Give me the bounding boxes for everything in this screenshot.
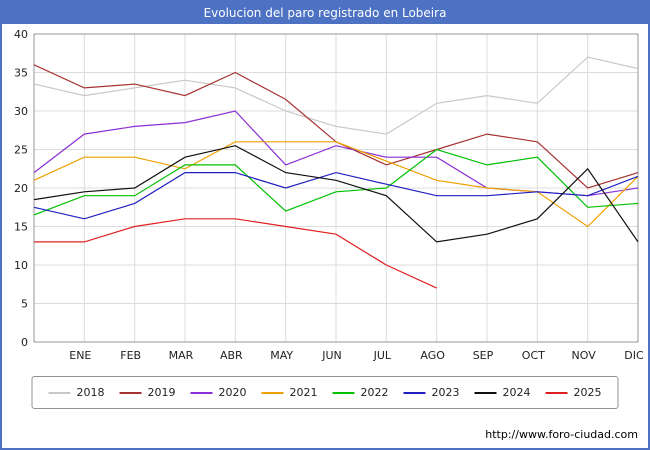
legend-swatch-2024 [474, 391, 497, 394]
x-tick-label: MAY [270, 349, 293, 362]
y-tick-label: 35 [14, 67, 28, 80]
legend-swatch-2021 [261, 391, 284, 394]
legend-label-2019: 2019 [147, 386, 176, 399]
legend-item-2020: 2020 [190, 386, 247, 399]
x-tick-label: JUN [321, 349, 342, 362]
y-tick-label: 10 [14, 259, 28, 272]
x-tick-label: AGO [420, 349, 445, 362]
legend-swatch-2023 [403, 391, 426, 394]
legend-item-2019: 2019 [119, 386, 176, 399]
legend-label-2024: 2024 [502, 386, 531, 399]
legend-label-2023: 2023 [431, 386, 460, 399]
x-tick-label: MAR [169, 349, 194, 362]
footer-url: http://www.foro-ciudad.com [485, 428, 638, 441]
legend-swatch-2018 [48, 391, 71, 394]
y-tick-label: 20 [14, 182, 28, 195]
legend-label-2021: 2021 [289, 386, 318, 399]
series-2024 [33, 145, 639, 243]
legend-item-2024: 2024 [474, 386, 531, 399]
plot-area: 0 5 10 15 20 25 30 35 40 ENE FEB MAR ABR MAY JUN JUL AGO… [14, 28, 644, 362]
x-tick-label: ABR [220, 349, 243, 362]
legend-swatch-2019 [119, 391, 142, 394]
x-tick-label: ENE [69, 349, 91, 362]
legend-label-2020: 2020 [218, 386, 247, 399]
y-tick-label: 30 [14, 105, 28, 118]
chart-title: Evolucion del paro registrado en Lobeira [2, 2, 648, 24]
series-2023 [33, 171, 639, 220]
legend-item-2025: 2025 [545, 386, 602, 399]
legend-item-2018: 2018 [48, 386, 105, 399]
series-2025 [34, 218, 437, 289]
series-2022 [33, 148, 639, 216]
x-tick-label: OCT [522, 349, 545, 362]
y-tick-label: 40 [14, 28, 28, 41]
legend-label-2025: 2025 [573, 386, 602, 399]
y-tick-label: 15 [14, 221, 28, 234]
x-tick-label: DIC [624, 349, 644, 362]
footer: http://www.foro-ciudad.com [485, 428, 638, 441]
legend-item-2022: 2022 [332, 386, 389, 399]
legend-item-2021: 2021 [261, 386, 318, 399]
x-tick-label: NOV [572, 349, 597, 362]
legend-item-2023: 2023 [403, 386, 460, 399]
legend-swatch-2020 [190, 391, 213, 394]
legend-swatch-2022 [332, 391, 355, 394]
y-tick-label: 25 [14, 144, 28, 157]
legend-swatch-2025 [545, 391, 568, 394]
x-tick-label: FEB [120, 349, 141, 362]
y-tick-label: 5 [21, 298, 28, 311]
x-tick-label: JUL [373, 349, 392, 362]
legend-label-2022: 2022 [360, 386, 389, 399]
y-tick-label: 0 [21, 336, 28, 349]
legend: 2018 2019 2020 2021 2022 2023 2024 2025 [31, 376, 619, 409]
series-2018 [33, 56, 639, 135]
x-tick-label: SEP [473, 349, 494, 362]
legend-label-2018: 2018 [76, 386, 105, 399]
